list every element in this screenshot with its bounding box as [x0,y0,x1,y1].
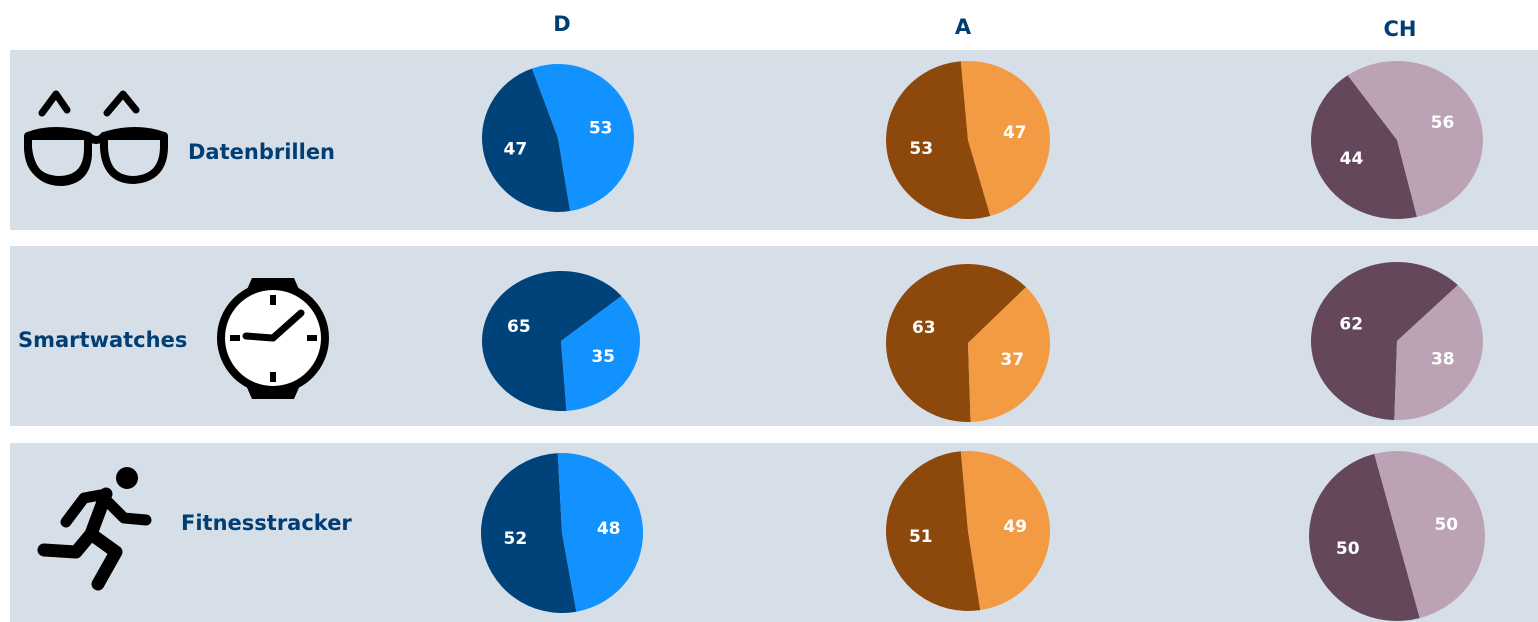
row-band-datenbrillen [10,50,1538,230]
pie-value-label: 44 [1340,149,1364,169]
pie-slice [968,287,1051,422]
pie-smartwatches-d: 65 35 [482,271,641,411]
pie-slice [886,61,991,220]
pie-smartwatches-ch: 62 38 [1311,262,1484,420]
pie-value-label: 51 [909,527,933,547]
pie-value-label: 50 [1434,515,1458,535]
pie-slice [885,451,981,612]
runner-icon [37,467,152,591]
pie-slice [482,271,622,411]
glasses-icon [24,90,168,187]
pie-value-label: 65 [507,317,531,337]
pie-value-label: 38 [1431,349,1455,369]
pie-value-label: 53 [909,139,933,159]
pie-value-label: 48 [597,519,621,539]
row-band-fitnesstracker [10,443,1538,622]
pie-slice [482,68,571,213]
pie-slice [561,296,641,411]
column-heading-a: A [954,15,972,39]
pie-value-label: 47 [504,139,528,159]
pie-slice [1311,75,1417,219]
column-heading-ch: CH [1383,17,1417,41]
pie-datenbrillen-d: 47 53 [482,63,635,213]
pie-slice [1309,453,1420,621]
pie-value-label: 47 [1003,123,1027,143]
pie-slice [1311,262,1458,420]
row-label-fitnesstracker: Fitnesstracker [181,511,352,535]
pie-slice [1394,285,1484,420]
pie-fitnesstracker-d: 52 48 [480,453,643,614]
pie-slice [532,63,635,212]
pie-value-label: 56 [1431,113,1455,133]
pie-value-label: 49 [1003,517,1027,537]
column-heading-d: D [553,12,571,36]
pie-fitnesstracker-ch: 50 50 [1309,451,1485,621]
pie-datenbrillen-ch: 44 56 [1311,60,1484,219]
pie-slice [886,264,1026,423]
pie-value-label: 35 [591,347,615,367]
pie-value-label: 37 [1000,350,1024,370]
pie-slice [1374,451,1485,619]
watch-icon [217,278,329,399]
pie-fitnesstracker-a: 51 49 [885,451,1050,612]
pie-smartwatches-a: 63 37 [886,264,1051,423]
pie-slice [960,60,1050,217]
row-label-datenbrillen: Datenbrillen [188,140,336,164]
pie-datenbrillen-a: 53 47 [886,60,1050,220]
pie-value-label: 62 [1339,315,1363,335]
pie-slice [557,453,643,612]
pie-value-label: 63 [912,318,936,338]
pie-value-label: 50 [1336,539,1360,559]
pie-slice [960,451,1050,611]
pie-value-label: 53 [589,119,613,139]
pie-value-label: 52 [503,529,527,549]
pie-slice [1347,60,1484,217]
pie-slice [480,453,577,614]
row-label-smartwatches: Smartwatches [18,328,188,352]
